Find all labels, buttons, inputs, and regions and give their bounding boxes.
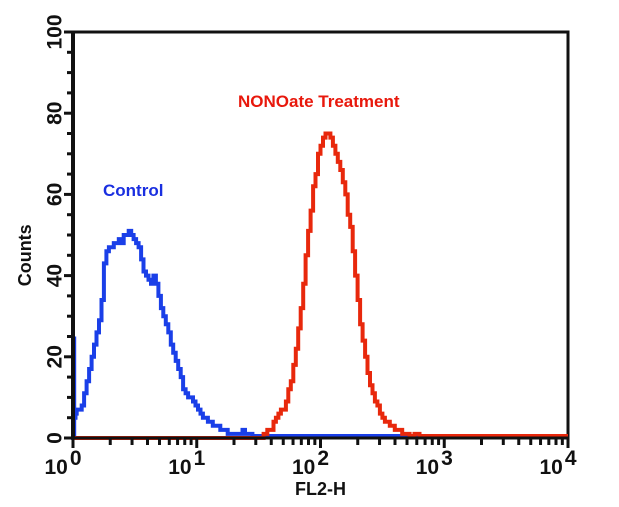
y-axis: 0 20 40 60 80 100 xyxy=(43,14,75,444)
x-tick-exponent: 3 xyxy=(441,447,453,470)
y-tick-label: 80 xyxy=(43,102,66,125)
series-nonoate-treatment xyxy=(73,131,568,440)
x-tick-label: 102 xyxy=(292,447,329,479)
x-tick-base: 10 xyxy=(292,456,315,479)
y-axis-title: Counts xyxy=(15,224,35,286)
x-tick-base: 10 xyxy=(539,456,562,479)
x-tick-base: 10 xyxy=(44,456,67,479)
y-tick-label: 60 xyxy=(43,183,66,206)
y-tick-label: 40 xyxy=(43,264,66,287)
x-axis-title: FL2-H xyxy=(295,479,346,499)
y-tick-label: 20 xyxy=(43,345,66,368)
x-tick-label: 104 xyxy=(539,447,576,479)
x-tick-exponent: 2 xyxy=(317,447,329,470)
annotation-control: Control xyxy=(103,181,163,200)
x-tick-label: 101 xyxy=(168,447,205,479)
x-tick-exponent: 4 xyxy=(565,447,577,470)
x-axis: 100 101 102 103 104 xyxy=(44,436,577,479)
y-tick-label: 100 xyxy=(43,14,66,49)
annotation-nonoate-treatment: NONOate Treatment xyxy=(238,92,400,111)
x-tick-base: 10 xyxy=(416,456,439,479)
y-tick-label: 0 xyxy=(43,432,66,444)
x-tick-base: 10 xyxy=(168,456,191,479)
x-tick-exponent: 0 xyxy=(70,447,82,470)
x-tick-label: 100 xyxy=(44,447,81,479)
x-tick-exponent: 1 xyxy=(194,447,206,470)
series-layer xyxy=(71,131,568,440)
x-tick-label: 103 xyxy=(416,447,453,479)
series-control xyxy=(71,228,568,440)
